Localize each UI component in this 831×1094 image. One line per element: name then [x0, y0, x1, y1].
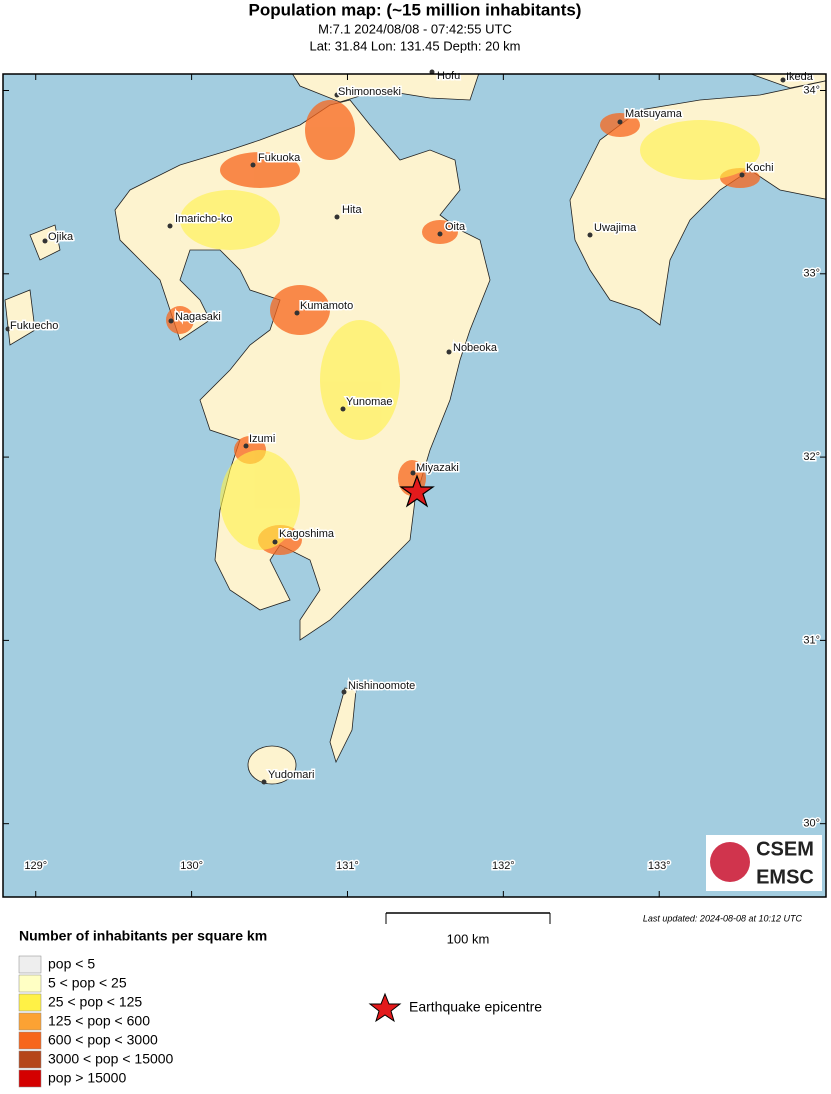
- city-dot: [739, 172, 745, 178]
- city-dot: [261, 779, 267, 785]
- legend-label: pop > 15000: [48, 1070, 126, 1086]
- city-label: Nobeoka: [453, 342, 498, 354]
- city-label: Matsuyama: [625, 108, 683, 120]
- epicentre-star: [399, 474, 435, 508]
- city-label: Ojika: [48, 231, 74, 243]
- legend-label: Earthquake epicentre: [409, 999, 542, 1015]
- city-label: Miyazaki: [416, 462, 459, 474]
- city-label: Kagoshima: [279, 528, 335, 540]
- city-dot: [437, 231, 443, 237]
- city-label: Imaricho-ko: [175, 213, 232, 225]
- x-tick-label: 129°: [24, 860, 47, 872]
- legend-swatch: [18, 1069, 42, 1088]
- legend-label: 5 < pop < 25: [48, 975, 127, 991]
- legend-swatch: [18, 1050, 42, 1069]
- city-label: Fukuoka: [258, 152, 301, 164]
- city-label: Yudomari: [268, 769, 314, 781]
- city-dot: [410, 470, 416, 476]
- logo-text: EMSC: [756, 866, 814, 888]
- last-updated: Last updated: 2024-08-08 at 10:12 UTC: [643, 913, 803, 923]
- subtitle: M:7.1 2024/08/08 - 07:42:55 UTC: [318, 21, 512, 36]
- legend-star: [368, 992, 402, 1023]
- city-dot: [446, 349, 452, 355]
- city-label: Ikeda: [786, 71, 814, 83]
- scale-label: 100 km: [447, 931, 490, 946]
- city-label: Hita: [342, 204, 362, 216]
- city-dot: [243, 443, 249, 449]
- land: [247, 745, 297, 785]
- y-tick-label: 30°: [803, 818, 820, 830]
- y-tick-label: 34°: [803, 84, 820, 96]
- city-label: Yunomae: [346, 396, 392, 408]
- legend-swatch: [18, 974, 42, 993]
- city-label: Shimonoseki: [338, 86, 401, 98]
- city-dot: [780, 77, 786, 83]
- legend-label: pop < 5: [48, 956, 95, 972]
- settled-area: [180, 120, 760, 550]
- legend-label: 125 < pop < 600: [48, 1013, 150, 1029]
- city-label: Oita: [445, 221, 466, 233]
- city-label: Uwajima: [594, 222, 637, 234]
- city-label: Izumi: [249, 433, 275, 445]
- legend-swatch: [18, 993, 42, 1012]
- legend-label: 600 < pop < 3000: [48, 1032, 158, 1048]
- city-dot: [340, 406, 346, 412]
- city-dot: [334, 92, 340, 98]
- city-dot: [341, 689, 347, 695]
- city-dot: [42, 238, 48, 244]
- city-label: Nishinoomote: [348, 680, 415, 692]
- city-label: Kochi: [746, 162, 774, 174]
- city-dot: [168, 318, 174, 324]
- y-tick-label: 32°: [803, 451, 820, 463]
- city-label: Hofu: [437, 70, 460, 82]
- y-tick-label: 33°: [803, 268, 820, 280]
- logo-text: CSEM: [756, 838, 814, 860]
- city-dot: [334, 214, 340, 220]
- city-dot: [272, 539, 278, 545]
- x-tick-label: 133°: [648, 860, 671, 872]
- city-dot: [167, 223, 173, 229]
- legend-swatch: [18, 955, 42, 974]
- city-label: Kumamoto: [300, 300, 353, 312]
- legend-swatch: [18, 1012, 42, 1031]
- city-dot: [587, 232, 593, 238]
- x-tick-label: 131°: [336, 860, 359, 872]
- legend-label: 3000 < pop < 15000: [48, 1051, 174, 1067]
- map-frame: [2, 73, 827, 898]
- city-label: Fukuecho: [10, 320, 58, 332]
- map: 129° 130° 131° 132° 133° 30° 31° 32° 33° 34° Hofu…: [2, 68, 827, 898]
- land: [329, 687, 357, 764]
- city-dot: [617, 119, 623, 125]
- city-dot: [250, 162, 256, 168]
- legend-title: Number of inhabitants per square km: [19, 928, 267, 944]
- title: Population map: (~15 million inhabitants…: [249, 0, 582, 19]
- x-tick-label: 130°: [180, 860, 203, 872]
- city-label: Nagasaki: [175, 311, 221, 323]
- y-tick-label: 31°: [803, 634, 820, 646]
- logo-globe: [710, 842, 750, 882]
- x-tick-label: 132°: [492, 860, 515, 872]
- legend-label: 25 < pop < 125: [48, 994, 142, 1010]
- city-dot: [5, 326, 11, 332]
- subtitle: Lat: 31.84 Lon: 131.45 Depth: 20 km: [309, 38, 520, 53]
- city-dot: [294, 310, 300, 316]
- legend-swatch: [18, 1031, 42, 1050]
